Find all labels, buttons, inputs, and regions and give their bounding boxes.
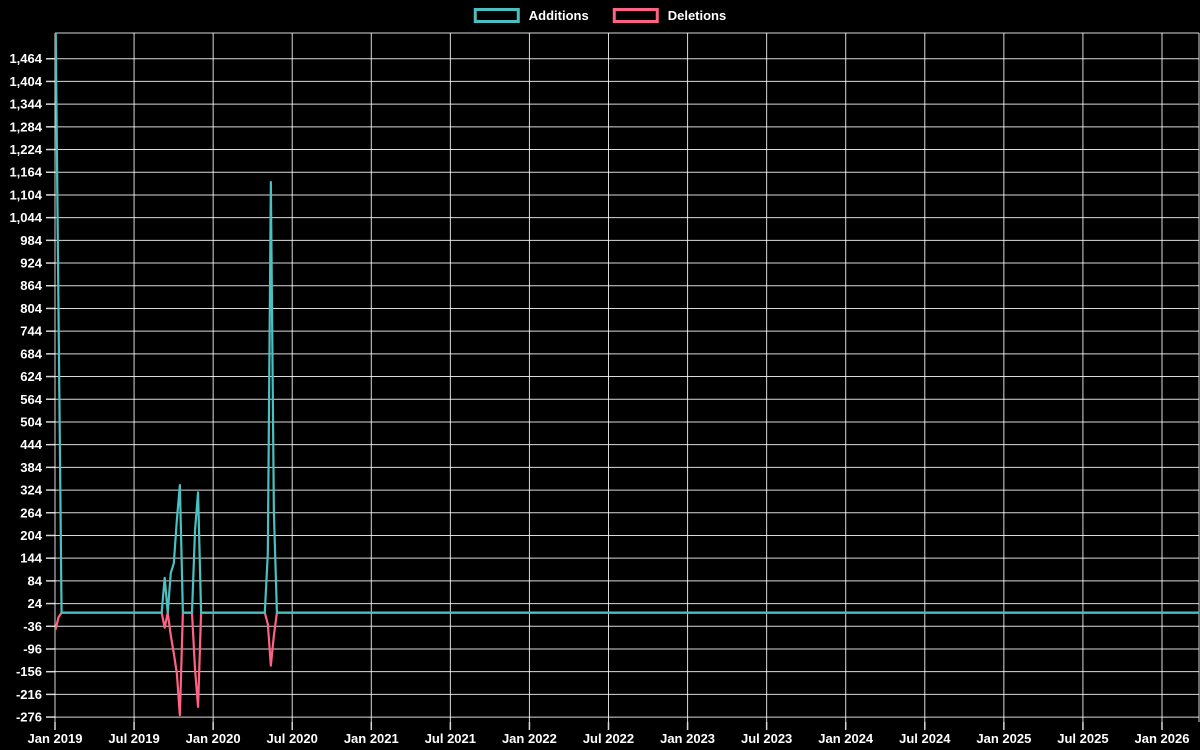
y-tick-label: 1,464 [9, 51, 42, 66]
x-tick-label: Jul 2021 [425, 731, 476, 746]
y-tick-label: 84 [28, 573, 43, 588]
legend-item-additions[interactable]: Additions [473, 8, 589, 23]
x-tick-label: Jul 2022 [583, 731, 634, 746]
x-tick-label: Jul 2019 [108, 731, 159, 746]
x-tick-label: Jan 2022 [502, 731, 557, 746]
y-tick-label: 684 [20, 346, 42, 361]
y-tick-label: 1,404 [9, 74, 42, 89]
x-tick-label: Jan 2021 [344, 731, 399, 746]
y-tick-label: -156 [16, 664, 42, 679]
y-tick-label: 1,104 [9, 187, 42, 202]
x-tick-label: Jul 2024 [899, 731, 951, 746]
additions-swatch-icon [473, 8, 520, 23]
x-tick-label: Jan 2019 [28, 731, 83, 746]
x-tick-label: Jul 2023 [741, 731, 792, 746]
y-tick-label: 204 [20, 528, 42, 543]
x-tick-label: Jan 2023 [660, 731, 715, 746]
y-tick-label: 264 [20, 505, 42, 520]
y-tick-label: 324 [20, 483, 42, 498]
y-tick-label: 1,284 [9, 119, 42, 134]
x-tick-label: Jan 2024 [818, 731, 874, 746]
deletions-swatch-icon [612, 8, 659, 23]
legend-label-deletions: Deletions [667, 8, 727, 23]
y-tick-label: 504 [20, 414, 42, 429]
series-line-additions [55, 33, 1199, 614]
legend-label-additions: Additions [528, 8, 589, 23]
y-tick-label: 1,044 [9, 210, 42, 225]
y-tick-label: 864 [20, 278, 42, 293]
y-tick-label: -96 [23, 641, 42, 656]
x-tick-label: Jan 2020 [186, 731, 241, 746]
y-tick-label: 24 [28, 596, 43, 611]
y-tick-label: -36 [23, 619, 42, 634]
chart-legend: Additions Deletions [473, 8, 727, 23]
x-tick-label: Jul 2025 [1057, 731, 1108, 746]
legend-item-deletions[interactable]: Deletions [612, 8, 727, 23]
y-tick-label: 384 [20, 460, 42, 475]
y-tick-label: -276 [16, 710, 42, 725]
y-tick-label: 804 [20, 301, 42, 316]
y-tick-label: 1,344 [9, 97, 42, 112]
y-tick-label: -216 [16, 687, 42, 702]
y-tick-label: 1,224 [9, 142, 42, 157]
y-tick-label: 924 [20, 256, 42, 271]
y-tick-label: 744 [20, 324, 42, 339]
y-tick-label: 1,164 [9, 165, 42, 180]
y-tick-label: 144 [20, 551, 42, 566]
y-tick-label: 444 [20, 437, 42, 452]
x-tick-label: Jul 2020 [267, 731, 318, 746]
x-tick-label: Jan 2025 [976, 731, 1031, 746]
y-tick-label: 984 [20, 233, 42, 248]
y-tick-label: 624 [20, 369, 42, 384]
x-tick-label: Jan 2026 [1135, 731, 1190, 746]
y-tick-label: 564 [20, 392, 42, 407]
